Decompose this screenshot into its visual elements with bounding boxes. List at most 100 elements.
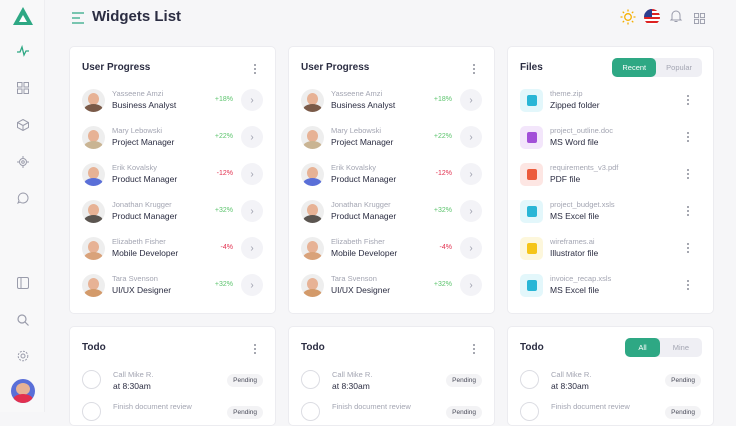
todo-checkbox[interactable] xyxy=(520,370,539,389)
chat-icon[interactable] xyxy=(14,189,32,207)
chevron-right-button[interactable]: › xyxy=(460,237,482,259)
search-icon[interactable] xyxy=(14,311,32,329)
change-value: +32% xyxy=(214,281,233,288)
logo-icon[interactable] xyxy=(12,6,34,26)
file-type: MS Excel file xyxy=(550,285,600,295)
todo-time: at 8:30am xyxy=(113,381,151,391)
tab-mine[interactable]: Mine xyxy=(672,343,689,352)
avatar[interactable] xyxy=(11,379,35,403)
chip-icon[interactable] xyxy=(14,153,32,171)
user-role: Product Manager xyxy=(331,211,397,221)
chevron-right-button[interactable]: › xyxy=(460,274,482,296)
change-value: +18% xyxy=(214,96,233,103)
change-value: +22% xyxy=(214,133,233,140)
todo-time: at 8:30am xyxy=(332,381,370,391)
user-role: Project Manager xyxy=(331,137,394,147)
more-icon[interactable] xyxy=(250,342,260,356)
more-icon[interactable] xyxy=(469,62,479,76)
list-item: Mary Lebowski Project Manager +22% › xyxy=(82,125,263,151)
chevron-right-button[interactable]: › xyxy=(241,163,263,185)
file-zip-icon xyxy=(520,89,543,112)
more-icon[interactable] xyxy=(683,204,693,218)
change-value: -12% xyxy=(435,170,452,177)
user-name: Erik Kovalsky xyxy=(112,163,158,172)
file-item[interactable]: project_outline.doc MS Word file xyxy=(520,125,701,151)
file-type: PDF file xyxy=(550,174,581,184)
panel-icon[interactable] xyxy=(14,274,32,292)
tab-popular[interactable]: Popular xyxy=(666,63,692,72)
file-name: theme.zip xyxy=(550,89,583,98)
more-icon[interactable] xyxy=(683,241,693,255)
todo-title: Finish document review xyxy=(113,402,192,411)
sidebar xyxy=(0,0,45,412)
change-value: +32% xyxy=(433,281,452,288)
user-role: Mobile Developer xyxy=(331,248,398,258)
tab-recent[interactable]: Recent xyxy=(612,58,657,77)
user-progress-card: User Progress Yasseene Amzi Business Anal… xyxy=(69,46,276,314)
file-item[interactable]: wireframes.ai Illustrator file xyxy=(520,236,701,262)
user-role: Business Analyst xyxy=(112,100,177,110)
chevron-right-button[interactable]: › xyxy=(241,274,263,296)
list-item: Mary Lebowski Project Manager +22% › xyxy=(301,125,482,151)
todo-time: at 8:30am xyxy=(551,381,589,391)
todo-item: Finish document review Pending xyxy=(520,401,701,425)
apps-grid-icon[interactable] xyxy=(694,11,710,27)
file-pdf-icon xyxy=(520,163,543,186)
chevron-right-button[interactable]: › xyxy=(241,126,263,148)
status-badge: Pending xyxy=(665,406,701,419)
chevron-right-button[interactable]: › xyxy=(460,200,482,222)
settings-icon[interactable] xyxy=(14,347,32,365)
more-icon[interactable] xyxy=(683,130,693,144)
avatar xyxy=(82,89,105,112)
grid-icon[interactable] xyxy=(14,79,32,97)
flag-us-icon[interactable] xyxy=(644,9,660,25)
more-icon[interactable] xyxy=(683,278,693,292)
sun-icon[interactable] xyxy=(620,9,636,25)
tab-all[interactable]: All xyxy=(625,338,660,357)
file-xls-icon xyxy=(520,200,543,223)
more-icon[interactable] xyxy=(469,342,479,356)
chevron-right-button[interactable]: › xyxy=(241,200,263,222)
page-title: Widgets List xyxy=(92,8,182,25)
file-item[interactable]: theme.zip Zipped folder xyxy=(520,88,701,114)
file-name: wireframes.ai xyxy=(550,237,595,246)
more-icon[interactable] xyxy=(683,93,693,107)
todo-tabs: All Mine xyxy=(625,338,702,357)
status-badge: Pending xyxy=(227,406,263,419)
file-name: project_outline.doc xyxy=(550,126,613,135)
user-name: Yasseene Amzi xyxy=(331,89,383,98)
user-role: Mobile Developer xyxy=(112,248,179,258)
avatar xyxy=(82,163,105,186)
list-item: Erik Kovalsky Product Manager -12% › xyxy=(82,162,263,188)
file-item[interactable]: requirements_v3.pdf PDF file xyxy=(520,162,701,188)
list-item: Elizabeth Fisher Mobile Developer -4% › xyxy=(82,236,263,262)
chevron-right-button[interactable]: › xyxy=(460,163,482,185)
todo-card: Todo All Mine Call Mike R. at 8:30am Pendi… xyxy=(507,326,714,426)
todo-checkbox[interactable] xyxy=(82,370,101,389)
card-title: Todo xyxy=(82,342,106,353)
list-item: Tara Svenson UI/UX Designer +32% › xyxy=(82,273,263,299)
box-icon[interactable] xyxy=(14,116,32,134)
more-icon[interactable] xyxy=(683,167,693,181)
avatar xyxy=(82,200,105,223)
card-title: Todo xyxy=(301,342,325,353)
menu-toggle-icon[interactable] xyxy=(71,11,85,29)
chevron-right-button[interactable]: › xyxy=(241,89,263,111)
list-item: Jonathan Krugger Product Manager +32% › xyxy=(82,199,263,225)
list-item: Elizabeth Fisher Mobile Developer -4% › xyxy=(301,236,482,262)
file-item[interactable]: project_budget.xsls MS Excel file xyxy=(520,199,701,225)
card-title: Todo xyxy=(520,342,544,353)
chevron-right-button[interactable]: › xyxy=(460,89,482,111)
file-item[interactable]: invoice_recap.xsls MS Excel file xyxy=(520,273,701,299)
chevron-right-button[interactable]: › xyxy=(460,126,482,148)
files-card: Files Recent Popular theme.zip Zipped fol… xyxy=(507,46,714,314)
user-name: Jonathan Krugger xyxy=(112,200,172,209)
bell-icon[interactable] xyxy=(669,9,685,25)
avatar xyxy=(301,274,324,297)
activity-icon[interactable] xyxy=(14,42,32,60)
more-icon[interactable] xyxy=(250,62,260,76)
todo-checkbox[interactable] xyxy=(301,370,320,389)
todo-title: Call Mike R. xyxy=(113,370,154,379)
chevron-right-button[interactable]: › xyxy=(241,237,263,259)
card-title: Files xyxy=(520,62,543,73)
